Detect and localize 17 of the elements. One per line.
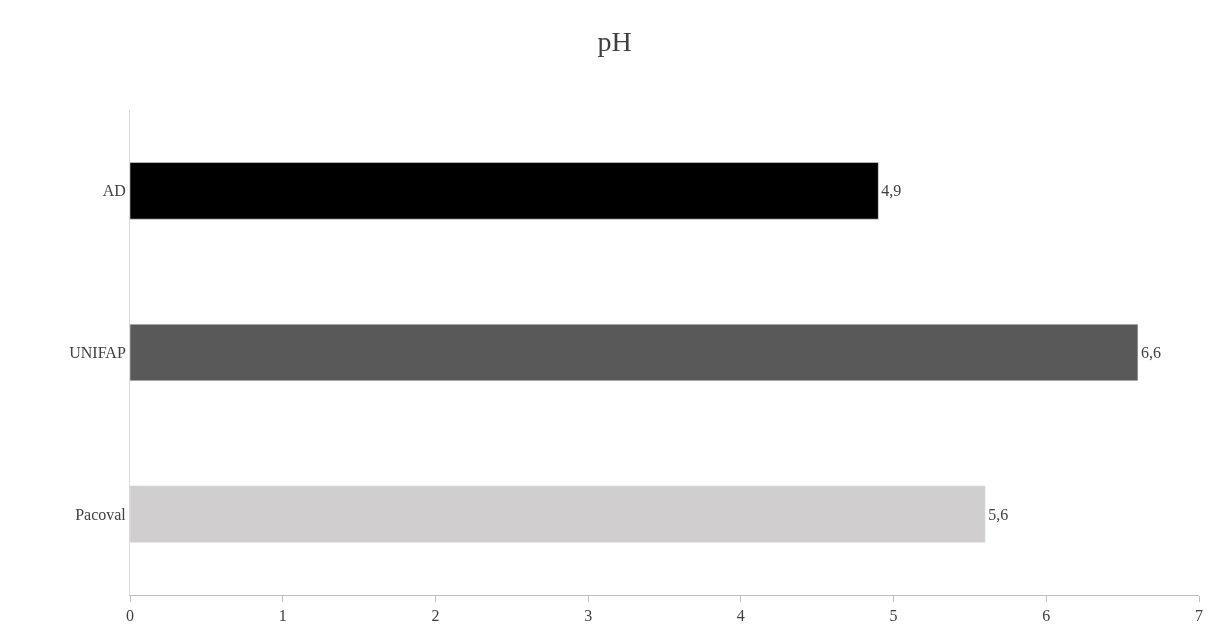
bar [130,162,879,220]
data-label: 5,6 [988,505,1009,523]
y-tick-label: AD [102,182,126,200]
bar [130,323,1139,382]
x-tick-label: 3 [584,607,593,625]
x-tick-label: 1 [278,607,287,625]
x-tick-label: 5 [889,607,898,625]
x-tick-label: 0 [126,607,134,625]
y-tick-label: Pacoval [75,505,127,523]
x-tick-label: 7 [1195,607,1203,625]
x-tick-label: 6 [1042,607,1051,625]
x-tick-label: 2 [431,607,440,625]
y-tick-label: UNIFAP [69,344,126,362]
x-tick-label: 4 [736,607,745,625]
chart-title: pH [597,26,632,58]
data-label: 6,6 [1140,344,1161,361]
data-label: 4,9 [881,182,902,200]
